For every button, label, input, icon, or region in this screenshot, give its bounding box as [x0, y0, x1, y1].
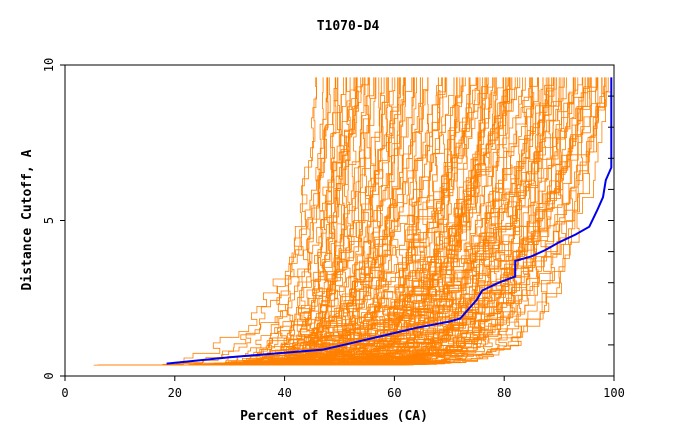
background-series-line	[197, 77, 512, 366]
background-series-line	[201, 77, 552, 366]
x-tick-label: 0	[61, 386, 68, 400]
background-series-line	[129, 77, 429, 366]
background-series-line	[183, 77, 363, 366]
background-series-line	[110, 77, 597, 366]
y-tick-label: 5	[42, 217, 56, 224]
background-series-line	[117, 77, 393, 366]
background-series-line	[113, 77, 357, 366]
background-series-line	[219, 77, 405, 366]
chart-title: T1070-D4	[317, 19, 380, 34]
x-tick-label: 60	[387, 386, 401, 400]
background-series-line	[133, 77, 533, 366]
background-series-line	[194, 77, 509, 366]
background-series-line	[135, 77, 405, 366]
background-series-group	[93, 77, 612, 366]
x-axis-label: Percent of Residues (CA)	[240, 409, 428, 424]
x-axis: 0 20 40 60 80 100	[61, 376, 625, 400]
y-axis: 0 5 10	[42, 58, 614, 380]
background-series-line	[204, 77, 396, 366]
x-tick-label: 20	[168, 386, 182, 400]
background-series-line	[248, 77, 565, 366]
y-axis-label: Distance Cutoff, A	[20, 149, 35, 290]
background-series-line	[124, 77, 429, 366]
background-series-line	[148, 77, 489, 366]
y-tick-label: 0	[42, 372, 56, 379]
highlight-series-line	[166, 77, 613, 365]
background-series-line	[204, 77, 609, 366]
y-tick-label: 10	[42, 58, 56, 72]
x-tick-label: 80	[497, 386, 511, 400]
background-series-line	[128, 77, 583, 366]
x-tick-label: 100	[603, 386, 625, 400]
background-series-line	[158, 77, 607, 366]
x-tick-label: 40	[277, 386, 291, 400]
